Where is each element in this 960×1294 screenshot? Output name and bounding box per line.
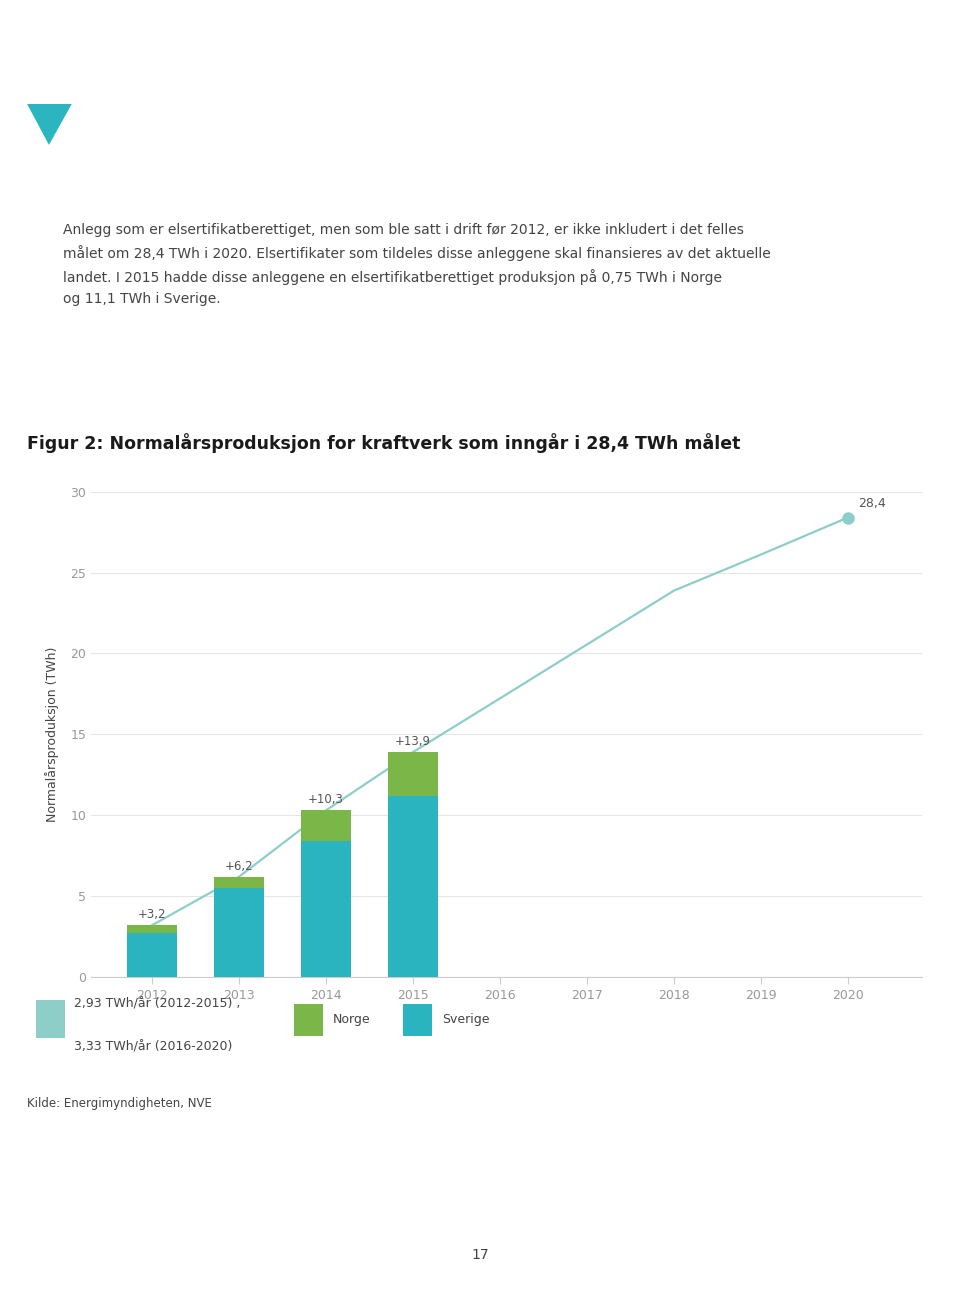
Bar [127,925,178,933]
Y-axis label: Normalårsproduksjon (TWh): Normalårsproduksjon (TWh) [45,647,60,822]
Text: 17: 17 [471,1249,489,1262]
Text: Fakta 9: Anlegg som ikke inngår i det felles målet: Fakta 9: Anlegg som ikke inngår i det fe… [27,45,493,65]
Bar [127,933,178,977]
Text: 2,93 TWh/år (2012-2015) ,: 2,93 TWh/år (2012-2015) , [74,998,240,1011]
Text: +13,9: +13,9 [395,735,431,748]
FancyBboxPatch shape [403,1004,432,1035]
Bar [214,888,264,977]
Bar [388,796,438,977]
Text: Kilde: Energimyndigheten, NVE: Kilde: Energimyndigheten, NVE [27,1096,212,1110]
FancyBboxPatch shape [36,1000,65,1038]
Bar [300,810,351,841]
Text: 3,33 TWh/år (2016-2020): 3,33 TWh/år (2016-2020) [74,1040,232,1053]
Text: +6,2: +6,2 [225,859,253,872]
Text: Sverige: Sverige [442,1013,490,1026]
Bar [214,877,264,888]
Text: +3,2: +3,2 [138,908,166,921]
Bar [388,752,438,796]
Text: 28,4: 28,4 [858,497,886,510]
Text: +10,3: +10,3 [308,793,344,806]
Text: Anlegg som er elsertifikatberettiget, men som ble satt i drift før 2012, er ikke: Anlegg som er elsertifikatberettiget, me… [63,224,771,305]
FancyBboxPatch shape [294,1004,324,1035]
Text: Norge: Norge [333,1013,371,1026]
Bar [300,841,351,977]
Polygon shape [27,104,72,145]
Text: Figur 2: Normalårsproduksjon for kraftverk som inngår i 28,4 TWh målet: Figur 2: Normalårsproduksjon for kraftve… [27,433,740,453]
